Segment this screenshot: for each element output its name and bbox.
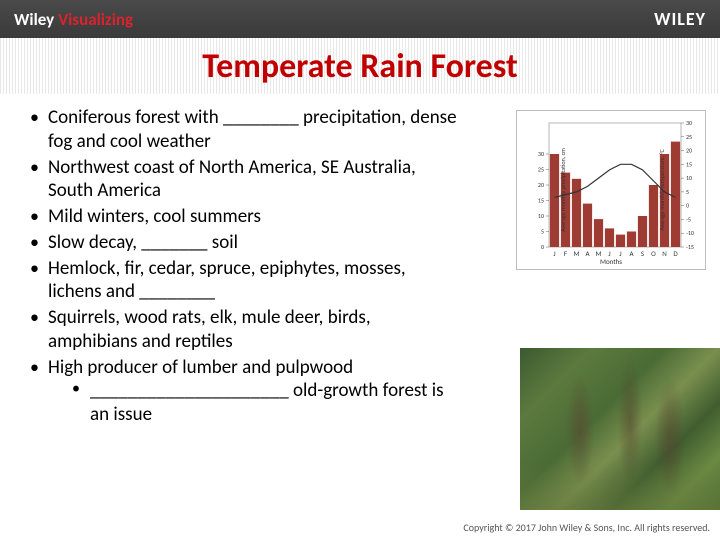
brand-prefix: Wiley bbox=[14, 9, 58, 30]
climograph-chart: 051015202530-15-10-5051015202530JFMAMJJA… bbox=[516, 110, 706, 270]
svg-text:30: 30 bbox=[538, 150, 544, 158]
svg-text:30: 30 bbox=[686, 119, 692, 127]
svg-text:F: F bbox=[564, 249, 568, 258]
chart-xlabel: Months bbox=[600, 257, 622, 266]
svg-text:S: S bbox=[641, 249, 644, 258]
brand: Wiley Visualizing bbox=[14, 9, 133, 30]
svg-text:10: 10 bbox=[686, 174, 692, 182]
bullet-text: High producer of lumber and pulpwood bbox=[48, 356, 353, 379]
svg-text:O: O bbox=[651, 249, 656, 258]
title-band: Temperate Rain Forest bbox=[0, 38, 720, 94]
svg-text:-10: -10 bbox=[686, 229, 694, 237]
svg-text:0: 0 bbox=[541, 243, 544, 251]
publisher-logo: WILEY bbox=[654, 8, 706, 30]
chart-ylabel-left: Average monthly precipitation, cm bbox=[559, 148, 567, 232]
bullet-item: Squirrels, wood rats, elk, mule deer, bi… bbox=[28, 306, 458, 354]
chart-ylabel-right: Average monthly temperature, °C bbox=[658, 149, 666, 231]
svg-text:N: N bbox=[662, 249, 667, 258]
forest-photo bbox=[520, 348, 720, 510]
svg-text:10: 10 bbox=[538, 212, 544, 220]
svg-text:D: D bbox=[673, 249, 678, 258]
svg-text:20: 20 bbox=[538, 181, 544, 189]
bullet-item: Northwest coast of North America, SE Aus… bbox=[28, 156, 458, 204]
bullet-item: Hemlock, fir, cedar, spruce, epiphytes, … bbox=[28, 257, 458, 305]
svg-text:5: 5 bbox=[541, 228, 544, 236]
svg-text:15: 15 bbox=[686, 160, 692, 168]
header-bar: Wiley Visualizing WILEY bbox=[0, 0, 720, 38]
svg-text:-5: -5 bbox=[686, 215, 691, 223]
bullet-item: Coniferous forest with ________ precipit… bbox=[28, 106, 458, 154]
svg-text:25: 25 bbox=[538, 166, 544, 174]
svg-text:15: 15 bbox=[538, 197, 544, 205]
bullet-item: Slow decay, _______ soil bbox=[28, 231, 458, 255]
bullet-item: Mild winters, cool summers bbox=[28, 205, 458, 229]
copyright-text: Copyright © 2017 John Wiley & Sons, Inc.… bbox=[463, 521, 710, 534]
svg-text:A: A bbox=[629, 249, 634, 258]
svg-text:5: 5 bbox=[686, 188, 689, 196]
svg-text:-15: -15 bbox=[686, 243, 694, 251]
page-title: Temperate Rain Forest bbox=[202, 46, 517, 87]
svg-text:M: M bbox=[574, 249, 580, 258]
svg-text:25: 25 bbox=[686, 133, 692, 141]
svg-text:0: 0 bbox=[686, 202, 689, 210]
chart-svg: 051015202530-15-10-5051015202530JFMAMJJA… bbox=[517, 111, 707, 271]
svg-text:20: 20 bbox=[686, 147, 692, 155]
bullet-item: High producer of lumber and pulpwood ___… bbox=[28, 356, 458, 427]
sub-bullet-item: _____________________ old-growth forest … bbox=[72, 379, 458, 427]
svg-text:J: J bbox=[553, 249, 555, 258]
sub-bullet-list: _____________________ old-growth forest … bbox=[48, 379, 458, 427]
svg-text:A: A bbox=[585, 249, 590, 258]
brand-suffix: Visualizing bbox=[58, 9, 133, 30]
